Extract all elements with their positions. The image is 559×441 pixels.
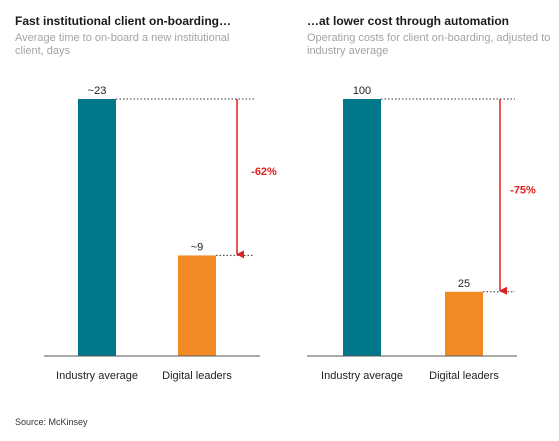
chart-1-subtitle-line2: client, days <box>15 45 71 57</box>
chart-1-subtitle-line1: Average time to on-board a new instituti… <box>15 32 230 44</box>
chart-2-bar-industry-average <box>343 99 381 356</box>
chart-2-subtitle-line1: Operating costs for client on-boarding, … <box>307 32 551 44</box>
chart-2-category-label-1: Industry average <box>321 370 403 382</box>
chart-2-data-label-2: 25 <box>458 278 470 290</box>
chart-2-category-label-2: Digital leaders <box>429 370 499 382</box>
chart-1-bar-industry-average <box>78 99 116 356</box>
chart-1-bar-digital-leaders <box>178 255 216 356</box>
chart-2-subtitle-line2: industry average <box>307 45 389 57</box>
chart-2-bar-digital-leaders <box>445 291 483 356</box>
chart-2-data-label-1: 100 <box>353 85 371 97</box>
chart-1-data-label-1: ~23 <box>88 85 107 97</box>
chart-2-reduction-label: -75% <box>510 184 536 196</box>
chart-1-data-label-2: ~9 <box>191 241 204 253</box>
chart-1-category-label-2: Digital leaders <box>162 370 232 382</box>
chart-1-title: Fast institutional client on-boarding… <box>15 14 231 28</box>
chart-2-title: …at lower cost through automation <box>307 14 510 28</box>
chart-1-reduction-label: -62% <box>251 166 277 178</box>
chart-1-subtitle: Average time to on-board a new instituti… <box>15 32 260 58</box>
chart-2-subtitle: Operating costs for client on-boarding, … <box>307 32 559 58</box>
chart-1-category-label-1: Industry average <box>56 370 138 382</box>
source-note: Source: McKinsey <box>15 417 88 427</box>
